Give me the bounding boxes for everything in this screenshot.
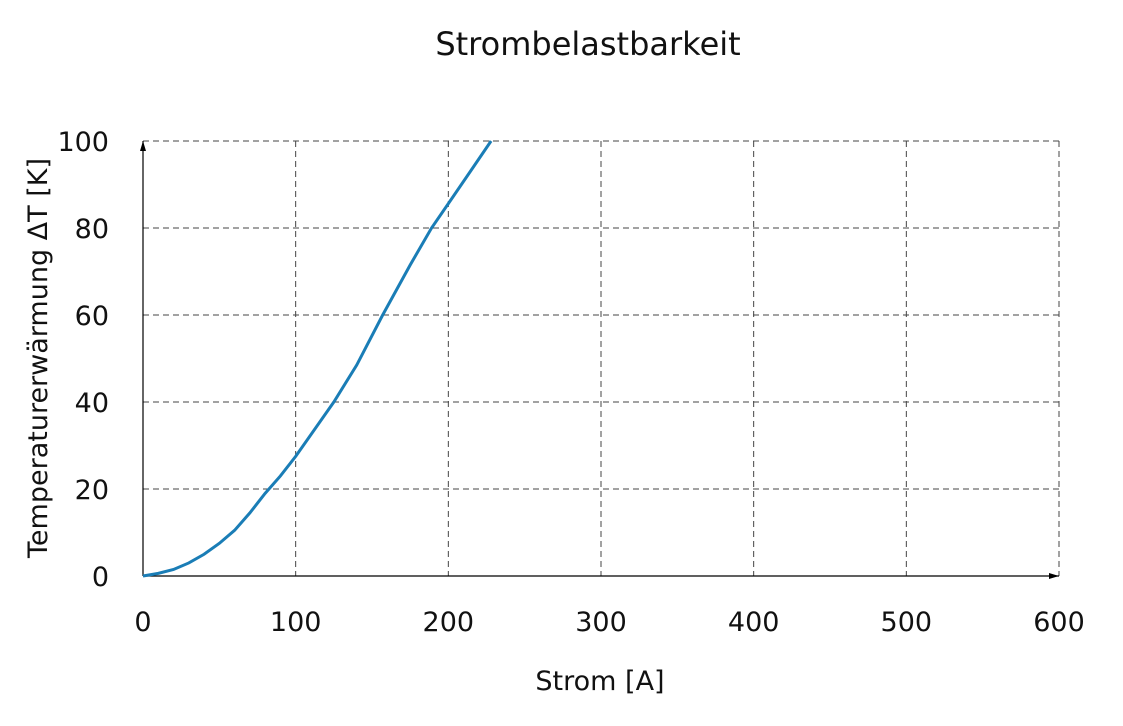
x-tick-label: 0 bbox=[134, 607, 151, 638]
line bbox=[142, 140, 493, 578]
y-tick-label: 100 bbox=[57, 127, 109, 158]
x-axis-label: Strom [A] bbox=[535, 666, 664, 697]
x-tick-label: 600 bbox=[1033, 607, 1085, 638]
x-tick-label: 100 bbox=[270, 607, 322, 638]
x-tick-label: 200 bbox=[423, 607, 475, 638]
x-tick-label: 400 bbox=[728, 607, 780, 638]
chart-title: Strombelastbarkeit bbox=[435, 25, 740, 63]
y-tick-label: 20 bbox=[75, 475, 109, 506]
y-tick-label: 80 bbox=[75, 214, 109, 245]
y-tick-label: 60 bbox=[75, 301, 109, 332]
y-tick-label: 0 bbox=[92, 562, 109, 593]
y-tick-label: 40 bbox=[75, 388, 109, 419]
x-tick-label: 500 bbox=[881, 607, 933, 638]
y-axis-label: Temperaturerwärmung ΔT [K] bbox=[23, 158, 54, 559]
x-tick-label: 300 bbox=[575, 607, 627, 638]
